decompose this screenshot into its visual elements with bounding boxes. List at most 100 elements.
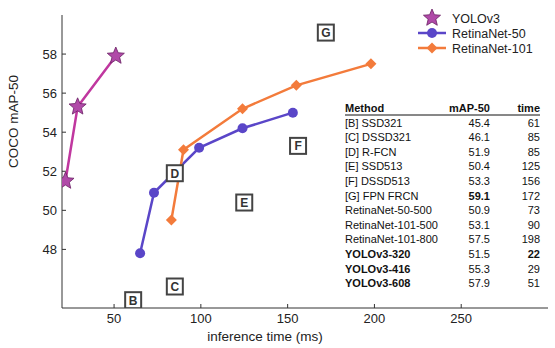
x-tick: [287, 304, 288, 308]
table-cell: 45.4: [469, 117, 490, 129]
table-cell: RetinaNet-101-500: [345, 219, 438, 231]
table-cell: 51.5: [469, 248, 490, 260]
chart-svg: 50100150200250485052545658inference time…: [0, 0, 555, 348]
series-point: [291, 80, 302, 91]
table-cell: 57.5: [469, 233, 490, 245]
table-cell: 57.9: [469, 277, 490, 289]
y-tick-label: 52: [43, 164, 57, 179]
method-box: [290, 138, 306, 154]
y-tick: [62, 132, 66, 133]
table-cell: [G] FPN FRCN: [345, 190, 418, 202]
series-point: [69, 98, 86, 114]
table-cell: 90: [528, 219, 540, 231]
table-cell: YOLOv3-416: [345, 263, 410, 275]
y-tick-label: 58: [43, 47, 57, 62]
method-box: [318, 25, 334, 41]
series-point: [194, 143, 204, 153]
table-header: mAP-50: [449, 102, 490, 114]
legend-marker: [427, 43, 438, 54]
series-line: [140, 113, 293, 254]
table-cell: [C] DSSD321: [345, 131, 411, 143]
plot-area: [62, 25, 376, 308]
method-box: [167, 165, 183, 181]
table-cell: 73: [528, 204, 540, 216]
table-cell: 53.3: [469, 175, 490, 187]
table-cell: YOLOv3-320: [345, 248, 410, 260]
series-point: [237, 103, 248, 114]
y-tick-label: 56: [43, 86, 57, 101]
method-box: [167, 279, 183, 295]
table-header: time: [517, 102, 540, 114]
table-cell: [B] SSD321: [345, 117, 402, 129]
table-cell: 22: [528, 248, 540, 260]
x-tick: [461, 304, 462, 308]
y-tick-label: 54: [43, 125, 57, 140]
table-cell: 85: [528, 146, 540, 158]
series-point: [365, 58, 376, 69]
table-rule: [345, 115, 540, 116]
table-cell: 198: [522, 233, 540, 245]
table: Method mAP-50 time [B] SSD321 45.4 61 [C] DSSD…: [345, 102, 540, 289]
method-box-label: B: [129, 294, 138, 308]
legend-marker: [427, 28, 437, 38]
y-axis-title: COCO mAP-50: [6, 75, 21, 168]
method-box-label: E: [240, 196, 248, 210]
table-cell: 51: [528, 277, 540, 289]
legend-label: YOLOv3: [452, 12, 500, 26]
y-tick: [62, 93, 66, 94]
y-tick: [62, 54, 66, 55]
x-tick-label: 200: [364, 311, 386, 326]
table-cell: 59.1: [469, 190, 490, 202]
series-point: [62, 172, 74, 188]
method-box-label: F: [294, 139, 301, 153]
table-cell: 125: [522, 160, 540, 172]
series-point: [288, 108, 298, 118]
table-cell: [E] SSD513: [345, 160, 402, 172]
table-cell: 46.1: [469, 131, 490, 143]
series-point: [166, 215, 177, 226]
chart-container: 50100150200250485052545658inference time…: [0, 0, 555, 348]
y-tick-label: 50: [43, 203, 57, 218]
method-box-label: G: [321, 26, 330, 40]
table-cell: 55.3: [469, 263, 490, 275]
x-tick-label: 100: [190, 311, 212, 326]
series-point: [135, 248, 145, 258]
legend-label: RetinaNet-101: [452, 42, 533, 56]
y-tick: [62, 210, 66, 211]
table-cell: 50.9: [469, 204, 490, 216]
method-box: [125, 292, 141, 308]
y-tick: [62, 249, 66, 250]
legend: YOLOv3RetinaNet-50RetinaNet-101: [418, 9, 533, 56]
series-line: [65, 56, 115, 181]
table-cell: 156: [522, 175, 540, 187]
table-cell: 50.4: [469, 160, 490, 172]
y-tick-label: 48: [43, 242, 57, 257]
table-cell: 51.9: [469, 146, 490, 158]
table-cell: RetinaNet-50-500: [345, 204, 432, 216]
table-cell: 53.1: [469, 219, 490, 231]
x-tick: [114, 304, 115, 308]
series-point: [178, 144, 189, 155]
table-cell: 172: [522, 190, 540, 202]
x-tick-label: 250: [450, 311, 472, 326]
y-axis-line: [62, 15, 63, 308]
table-cell: 61: [528, 117, 540, 129]
table-cell: 85: [528, 131, 540, 143]
series-point: [238, 123, 248, 133]
legend-label: RetinaNet-50: [452, 27, 526, 41]
table-cell: [F] DSSD513: [345, 175, 410, 187]
table-cell: RetinaNet-101-800: [345, 233, 438, 245]
x-tick-label: 150: [277, 311, 299, 326]
series-point: [107, 47, 124, 63]
x-tick: [200, 304, 201, 308]
table-cell: 29: [528, 263, 540, 275]
x-tick: [374, 304, 375, 308]
legend-marker: [423, 9, 440, 25]
table-cell: [D] R-FCN: [345, 146, 396, 158]
method-box-label: C: [170, 280, 179, 294]
method-box: [236, 195, 252, 211]
x-axis-title: inference time (ms): [207, 329, 323, 344]
table-cell: YOLOv3-608: [345, 277, 410, 289]
table-header: Method: [345, 102, 384, 114]
series-line: [171, 64, 371, 220]
